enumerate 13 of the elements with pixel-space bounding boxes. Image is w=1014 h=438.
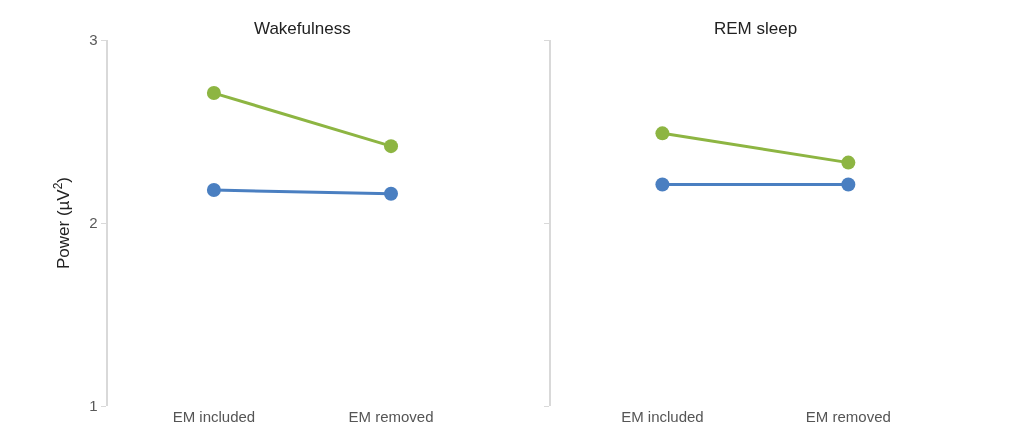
point	[206, 183, 221, 198]
x-tick-label: EM removed	[805, 408, 891, 425]
chart-title: Wakefulness	[254, 19, 351, 38]
y-tick-label: 2	[89, 214, 98, 232]
y-tick-label: 1	[89, 397, 98, 415]
chart-title: REM sleep	[714, 19, 798, 38]
x-tick-label: EM removed	[348, 408, 434, 425]
x-tick-label: EM included	[621, 408, 704, 425]
x-tick-label: EM included	[172, 408, 256, 425]
point	[384, 139, 399, 154]
point	[384, 186, 399, 201]
point	[206, 86, 221, 101]
y-tick-label: 3	[89, 31, 98, 49]
